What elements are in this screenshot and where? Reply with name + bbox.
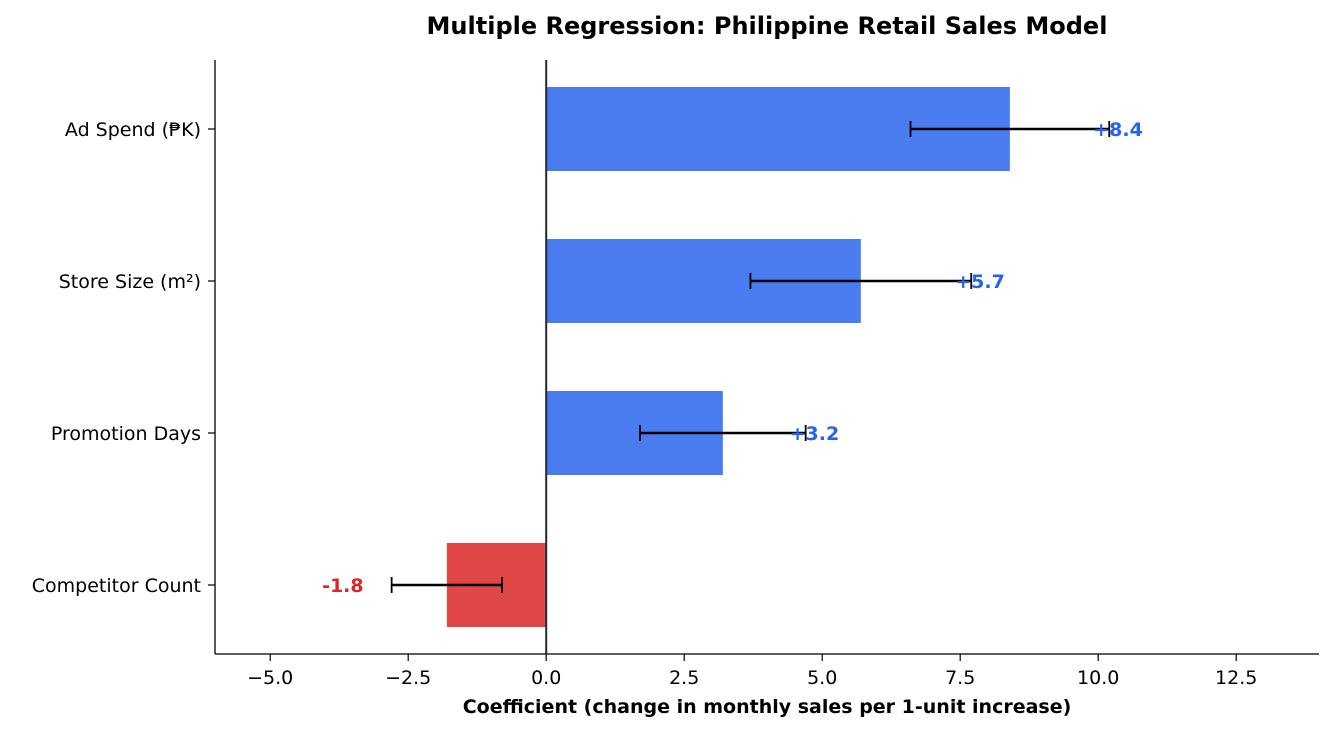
data-label: -1.8	[322, 575, 364, 597]
data-label: +5.7	[955, 271, 1005, 293]
data-label: +3.2	[790, 423, 840, 445]
x-tick-label: −2.5	[385, 667, 431, 689]
plot-area: −5.0 −2.5 0.0 2.5 5.0 7.5 10.0 12.5 Ad Spend (₱K…	[32, 60, 1319, 689]
x-tick-label: 5.0	[807, 667, 837, 689]
x-tick-label: 10.0	[1077, 667, 1119, 689]
x-axis-label: Coefficient (change in monthly sales per…	[463, 696, 1072, 718]
y-tick-label: Ad Spend (₱K)	[65, 119, 201, 141]
y-tick-label: Promotion Days	[51, 423, 201, 445]
x-tick-label: 2.5	[669, 667, 699, 689]
x-tick-label: 0.0	[531, 667, 561, 689]
x-tick-label: 12.5	[1215, 667, 1257, 689]
y-tick-label: Store Size (m²)	[59, 271, 201, 293]
x-tick-label: 7.5	[945, 667, 975, 689]
data-label: +8.4	[1093, 119, 1143, 141]
chart-title: Multiple Regression: Philippine Retail S…	[427, 12, 1108, 40]
x-tick-label: −5.0	[247, 667, 293, 689]
y-tick-label: Competitor Count	[32, 575, 201, 597]
